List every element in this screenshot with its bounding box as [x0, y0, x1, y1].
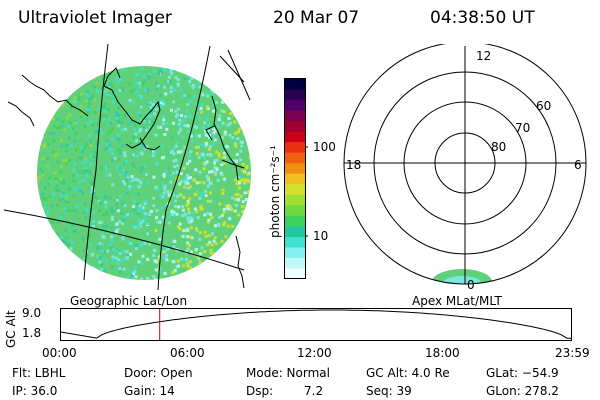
- glat-info: GLat: −54.9: [486, 366, 559, 380]
- gc-alt-info: GC Alt: 4.0 Re: [366, 366, 450, 380]
- colorbar-band: [285, 79, 306, 91]
- mlt-label-12: 12: [476, 49, 491, 63]
- mlt-label-6: 6: [574, 158, 582, 172]
- colorbar-band: [285, 257, 306, 270]
- colorbar-band: [285, 173, 306, 185]
- dsp-label: Dsp:: [246, 384, 274, 398]
- colorbar-band: [285, 247, 306, 259]
- polar-grid: [343, 44, 587, 285]
- colorbar-band: [285, 268, 306, 280]
- time-label: 04:38:50 UT: [430, 8, 535, 28]
- colorbar-band: [285, 163, 306, 175]
- colorbar-band: [285, 236, 306, 249]
- dsp-value: 7.2: [304, 384, 324, 398]
- colorbar-band: [285, 142, 306, 154]
- colorbar-tick-100: 100: [313, 140, 336, 154]
- door-info: Door: Open: [124, 366, 193, 380]
- colorbar-band: [285, 110, 306, 122]
- colorbar-band: [285, 226, 306, 238]
- ip-info: IP: 36.0: [12, 384, 58, 398]
- mlat-label-60: 60: [536, 99, 551, 113]
- timeline-xtick-1200: 12:00: [297, 346, 332, 360]
- mlt-label-0: 0: [467, 278, 475, 292]
- seq-info: Seq: 39: [366, 384, 412, 398]
- colorbar-band: [285, 205, 306, 217]
- colorbar-band: [285, 131, 306, 143]
- filter-info: Flt: LBHL: [12, 366, 66, 380]
- geographic-image-panel: [3, 43, 251, 290]
- orbit-altitude-timeline: [60, 308, 572, 341]
- timeline-ytick-9: 9.0: [22, 306, 42, 320]
- gain-info: Gain: 14: [124, 384, 175, 398]
- colorbar-band: [285, 89, 306, 101]
- mode-info: Mode: Normal: [246, 366, 330, 380]
- colorbar-band: [285, 152, 306, 164]
- orbit-altitude-curve: [60, 309, 572, 339]
- colorbar-tick-10: 10: [313, 229, 329, 243]
- colorbar-band: [285, 184, 306, 196]
- lat-lon-grid: [3, 43, 251, 290]
- colorbar-band: [285, 121, 306, 133]
- timeline-ytick-1-8: 1.8: [22, 326, 42, 340]
- timeline-xtick-0600: 06:00: [170, 346, 205, 360]
- colorbar-band: [285, 100, 306, 112]
- apex-panel-label: Apex MLat/MLT: [412, 294, 502, 308]
- timeline-y-title: GC Alt: [4, 310, 18, 348]
- colorbar: [284, 78, 308, 280]
- glon-info: GLon: 278.2: [486, 384, 559, 398]
- instrument-title: Ultraviolet Imager: [18, 8, 172, 28]
- colorbar-unit-label: photon cm⁻²s⁻¹: [268, 145, 282, 238]
- coastlines: [7, 67, 245, 289]
- timeline-xtick-2359: 23:59: [555, 346, 590, 360]
- date-label: 20 Mar 07: [273, 8, 360, 28]
- colorbar-band: [285, 194, 306, 206]
- mlt-label-18: 18: [346, 158, 361, 172]
- geographic-panel-label: Geographic Lat/Lon: [70, 294, 188, 308]
- uv-image-disk: [37, 66, 251, 280]
- colorbar-band: [285, 215, 306, 227]
- mlat-label-70: 70: [515, 121, 530, 135]
- apex-polar-plot: 12 18 6 0 60 70 80: [343, 44, 587, 292]
- timeline-xtick-1800: 18:00: [425, 346, 460, 360]
- mlat-label-80: 80: [491, 140, 506, 154]
- timeline-xtick-0000: 00:00: [42, 346, 77, 360]
